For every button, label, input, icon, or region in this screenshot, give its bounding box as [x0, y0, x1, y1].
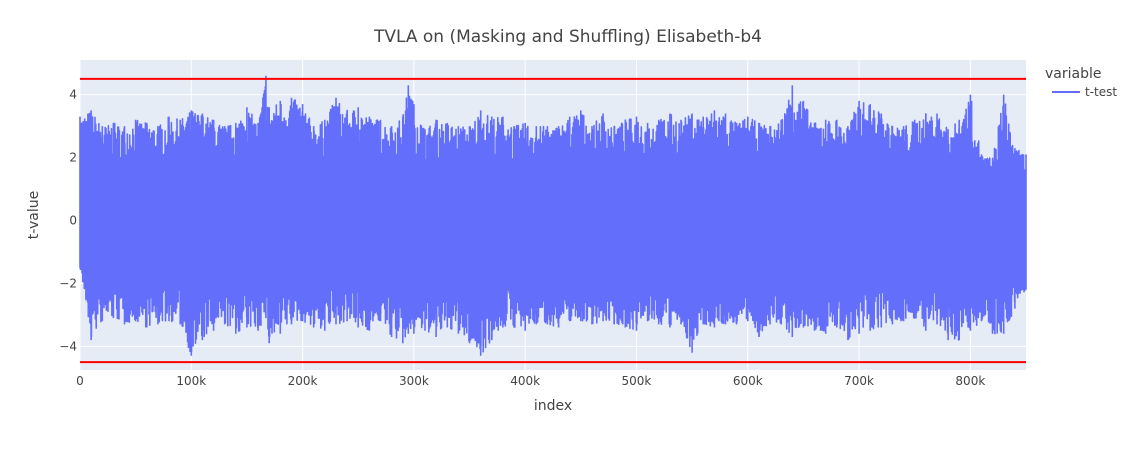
- x-tick-label: 200k: [288, 374, 318, 388]
- y-tick-label: 4: [69, 88, 77, 102]
- x-tick-label: 400k: [510, 374, 540, 388]
- x-tick-label: 500k: [622, 374, 652, 388]
- y-tick-labels: −4 −2 0 2 4: [59, 88, 77, 354]
- y-tick-label: 0: [69, 214, 77, 228]
- x-tick-label: 300k: [399, 374, 429, 388]
- y-tick-label: −4: [59, 339, 77, 353]
- threshold-layer: [80, 77, 1026, 364]
- chart-title: TVLA on (Masking and Shuffling) Elisabet…: [373, 27, 762, 47]
- y-tick-label: −2: [59, 276, 77, 290]
- y-tick-label: 2: [69, 151, 77, 165]
- legend[interactable]: variable t-test: [1045, 66, 1117, 99]
- series-line-t-test: [79, 75, 1027, 356]
- y-axis-title: t-value: [26, 191, 42, 239]
- x-tick-label: 0: [76, 374, 84, 388]
- legend-title: variable: [1045, 66, 1101, 82]
- x-axis-title: index: [534, 398, 572, 414]
- x-tick-labels: 0 100k 200k 300k 400k 500k 600k 700k 800k: [76, 374, 985, 388]
- x-tick-label: 700k: [844, 374, 874, 388]
- x-tick-label: 600k: [733, 374, 763, 388]
- series-layer: [79, 75, 1027, 356]
- x-tick-label: 800k: [955, 374, 985, 388]
- x-tick-label: 100k: [176, 374, 206, 388]
- legend-label-t-test[interactable]: t-test: [1085, 85, 1117, 99]
